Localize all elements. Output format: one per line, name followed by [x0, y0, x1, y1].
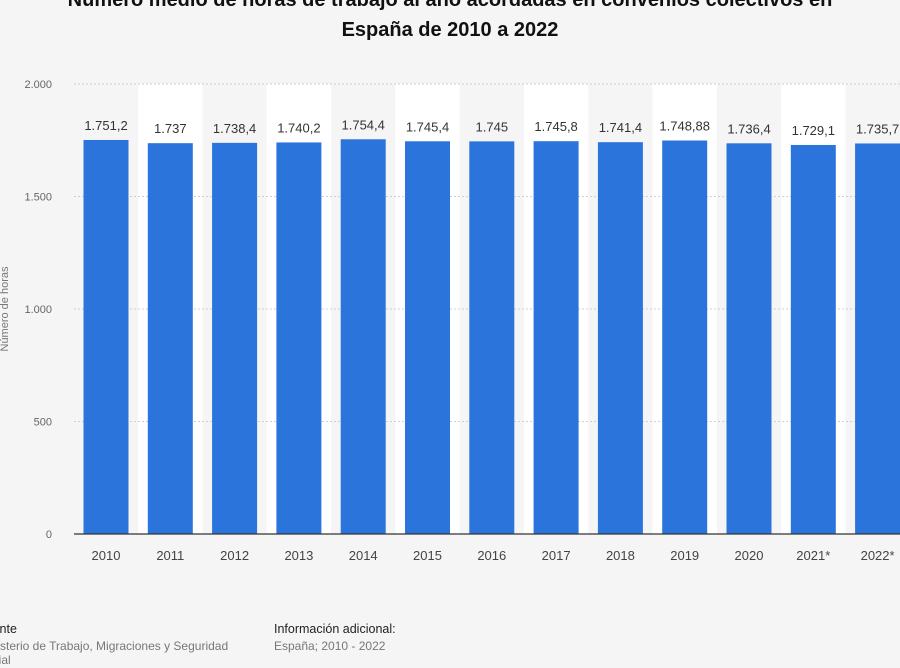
- x-tick-label: 2012: [220, 548, 249, 563]
- data-label: 1.740,2: [277, 120, 320, 135]
- y-tick-label: 500: [34, 417, 52, 429]
- x-tick-label: 2017: [542, 548, 571, 563]
- bar-2022*: [855, 143, 900, 534]
- data-label: 1.729,1: [792, 123, 835, 138]
- data-label: 1.745,4: [406, 119, 449, 134]
- y-tick-label: 0: [46, 529, 52, 541]
- x-tick-label: 2016: [477, 548, 506, 563]
- x-tick-label: 2014: [349, 548, 378, 563]
- source-heading: Fuente: [0, 622, 17, 636]
- bar-chart: 0 500 1.000 1.500 2.000 1.751,2 2010 1.737 2011 1…: [0, 79, 900, 563]
- data-label: 1.745,8: [534, 119, 577, 134]
- x-tick-label: 2022*: [861, 548, 895, 563]
- info-block: Información adicional: España; 2010 - 20…: [274, 622, 396, 653]
- bar-2012: [212, 142, 258, 535]
- data-label: 1.738,4: [213, 121, 256, 136]
- data-label: 1.736,4: [727, 121, 770, 136]
- data-label: 1.745: [476, 119, 509, 134]
- x-tick-label: 2020: [735, 548, 764, 563]
- y-tick-label: 1.500: [24, 192, 52, 204]
- bar-2018: [597, 142, 643, 534]
- bar-2020: [726, 143, 772, 534]
- y-tick-label: 2.000: [24, 79, 52, 91]
- y-axis-label: Número de horas: [0, 266, 11, 351]
- bar-2016: [469, 141, 515, 534]
- x-tick-label: 2013: [284, 548, 313, 563]
- x-tick-label: 2021*: [796, 548, 830, 563]
- info-text: España; 2010 - 2022: [274, 639, 386, 653]
- x-tick-label: 2011: [156, 548, 184, 563]
- data-label: 1.754,4: [342, 117, 385, 132]
- source-text-2: Social: [0, 653, 11, 667]
- bar-2015: [405, 141, 450, 534]
- bar-2011: [147, 143, 193, 535]
- chart-title-line-1: Número medio de horas de trabajo al año …: [67, 0, 833, 11]
- info-heading: Información adicional:: [274, 622, 396, 636]
- data-label: 1.737: [154, 121, 187, 136]
- y-tick-label: 1.000: [24, 304, 52, 316]
- x-tick-label: 2018: [606, 548, 635, 563]
- bar-2010: [83, 139, 129, 535]
- data-label: 1.735,7: [856, 121, 899, 136]
- x-tick-label: 2019: [670, 548, 699, 563]
- data-label: 1.741,4: [599, 120, 642, 135]
- source-block: Fuente Ministerio de Trabajo, Migracione…: [0, 622, 228, 667]
- bar-2019: [662, 140, 708, 534]
- bar-2014: [340, 139, 386, 534]
- chart-title-line-2: España de 2010 a 2022: [341, 19, 559, 41]
- source-text-1: Ministerio de Trabajo, Migraciones y Seg…: [0, 639, 229, 653]
- data-label: 1.751,2: [84, 118, 127, 133]
- bar-2013: [276, 142, 322, 534]
- x-tick-label: 2010: [92, 548, 121, 563]
- x-tick-label: 2015: [413, 548, 442, 563]
- bar-2021*: [790, 144, 836, 534]
- data-label: 1.748,88: [659, 119, 710, 134]
- bar-2017: [533, 141, 579, 534]
